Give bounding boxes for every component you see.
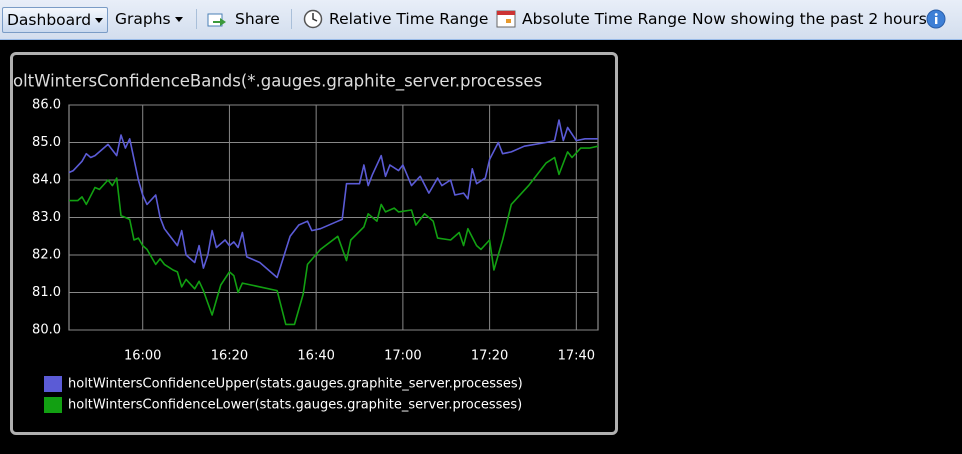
legend-swatch xyxy=(44,397,62,413)
y-tick-label: 86.0 xyxy=(32,98,61,113)
y-tick-label: 81.0 xyxy=(32,285,61,300)
x-tick-label: 17:00 xyxy=(384,349,421,364)
graphs-label: Graphs xyxy=(115,10,171,28)
chart-title: oltWintersConfidenceBands(*.gauges.graph… xyxy=(13,72,542,92)
x-tick-label: 17:40 xyxy=(558,349,595,364)
x-tick-label: 16:20 xyxy=(211,349,248,364)
toolbar: Dashboard Graphs Share Relative Time Ran… xyxy=(0,0,962,40)
share-button[interactable]: Share xyxy=(235,10,280,28)
legend-label: holtWintersConfidenceLower(stats.gauges.… xyxy=(68,398,522,413)
absolute-time-button[interactable]: Absolute Time Range xyxy=(522,10,687,28)
series-line xyxy=(68,119,598,279)
x-tick-label: 16:40 xyxy=(297,349,334,364)
dashboard-label: Dashboard xyxy=(7,11,92,29)
share-icon xyxy=(207,13,226,27)
legend-label: holtWintersConfidenceUpper(stats.gauges.… xyxy=(68,377,523,392)
x-tick-label: 16:00 xyxy=(124,349,161,364)
y-tick-label: 85.0 xyxy=(32,135,61,150)
separator xyxy=(291,9,292,29)
graph-panel[interactable] xyxy=(10,52,618,435)
time-status: Now showing the past 2 hours xyxy=(692,10,927,28)
calendar-icon xyxy=(496,10,516,28)
clock-icon xyxy=(303,9,323,29)
x-tick-label: 17:20 xyxy=(471,349,508,364)
legend-swatch xyxy=(44,376,62,392)
dashboard-menu[interactable]: Dashboard xyxy=(2,7,109,33)
y-tick-label: 80.0 xyxy=(32,323,61,338)
graphs-menu[interactable]: Graphs xyxy=(115,7,183,31)
y-tick-label: 84.0 xyxy=(32,173,61,188)
series-line xyxy=(69,145,599,326)
y-tick-label: 83.0 xyxy=(32,210,61,225)
separator xyxy=(196,9,197,29)
relative-time-button[interactable]: Relative Time Range xyxy=(329,10,489,28)
info-icon[interactable] xyxy=(926,9,946,29)
y-tick-label: 82.0 xyxy=(32,248,61,263)
